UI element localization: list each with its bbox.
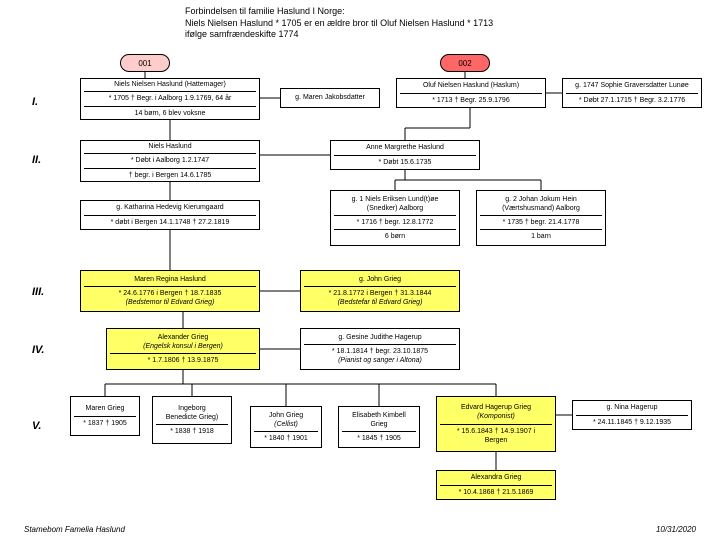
so-l2: * Døbt 27.1.1715 † Begr. 3.2.1776 — [566, 93, 698, 105]
box-katharina: g. Katharina Hedevig Kierumgaard * døbt … — [80, 200, 260, 230]
ol-l2: * 1713 † Begr. 25.9.1796 — [400, 93, 542, 105]
ol-l1: Oluf Nielsen Haslund (Haslum) — [400, 81, 542, 90]
ni-l2: * 24.11.1845 † 9.12.1935 — [576, 415, 688, 427]
title-line2: Niels Nielsen Haslund * 1705 er en ældre… — [185, 18, 493, 30]
an-l1: Anne Margrethe Haslund — [334, 143, 476, 152]
box-elisabeth: Elisabeth Kimbell Grieg * 1845 † 1905 — [338, 406, 420, 448]
he-l4: 1 barn — [480, 229, 602, 241]
gen-label-5: V. — [32, 420, 41, 432]
ek-l1: Elisabeth Kimbell — [342, 411, 416, 420]
ed-l2: (Komponist) — [440, 412, 552, 421]
ka-l2: * døbt i Bergen 14.1.1748 † 27.2.1819 — [84, 215, 256, 227]
ig-l1: Ingeborg — [156, 404, 228, 413]
jg-l1: g. John Grieg — [304, 275, 456, 284]
mg-l1: Maren Grieg — [74, 404, 136, 413]
he-l3: * 1735 † begr. 21.4.1778 — [480, 215, 602, 227]
n1-l2: * 1705 † Begr. i Aalborg 1.9.1769, 64 år — [84, 91, 256, 103]
ge-l3: (Pianist og sanger i Altona) — [304, 356, 456, 365]
n1-l3: 14 børn, 6 blev voksne — [84, 106, 256, 118]
ax-l2: (Engelsk konsul i Bergen) — [110, 342, 256, 351]
ka-l1: g. Katharina Hedevig Kierumgaard — [84, 203, 256, 212]
ed-l3: * 15.6.1843 † 14.9.1907 i — [440, 424, 552, 436]
box-maren-grieg: Maren Grieg * 1837 † 1905 — [70, 396, 140, 436]
box-niels-haslund-1747: Niels Haslund * Døbt i Aalborg 1.2.1747 … — [80, 140, 260, 182]
jc-l2: (Cellist) — [254, 420, 318, 429]
ed-l4: Bergen — [440, 436, 552, 445]
ig-l3: * 1838 † 1918 — [156, 424, 228, 436]
so-l1: g. 1747 Sophie Graversdatter Lunøe — [566, 81, 698, 90]
box-hein: g. 2 Johan Jokum Hein (Værtshusmand) Aal… — [476, 190, 606, 246]
box-niels-haslund-1705: Niels Nielsen Haslund (Hattemager) * 170… — [80, 78, 260, 120]
ni-l1: g. Nina Hagerup — [576, 403, 688, 412]
n1-l1: Niels Nielsen Haslund (Hattemager) — [84, 80, 256, 89]
box-ingeborg: Ingeborg Benedicte Grieg) * 1838 † 1918 — [152, 396, 232, 444]
box-oluf-haslund: Oluf Nielsen Haslund (Haslum) * 1713 † B… — [396, 78, 546, 108]
jg-l2: * 21.8.1772 i Bergen † 31.3.1844 — [304, 286, 456, 298]
box-anne-haslund: Anne Margrethe Haslund * Døbt 15.6.1735 — [330, 140, 480, 170]
badge-001: 001 — [120, 54, 170, 72]
jg-l3: (Bedstefar til Edvard Grieg) — [304, 298, 456, 307]
title-line3: ifølge samfrændeskifte 1774 — [185, 29, 493, 41]
jc-l3: * 1840 † 1901 — [254, 431, 318, 443]
box-alexandra: Alexandra Grieg * 10.4.1868 † 21.5.1869 — [436, 470, 556, 500]
he-l2: (Værtshusmand) Aalborg — [480, 204, 602, 213]
ek-l3: * 1845 † 1905 — [342, 431, 416, 443]
lu-l1: g. 1 Niels Eriksen Lund(t)øe — [334, 195, 456, 204]
ax-l3: * 1.7.1806 † 13.9.1875 — [110, 353, 256, 365]
al-l2: * 10.4.1868 † 21.5.1869 — [440, 485, 552, 497]
mr-l2: * 24.6.1776 i Bergen † 18.7.1835 — [84, 286, 256, 298]
box-lund: g. 1 Niels Eriksen Lund(t)øe (Snedker) A… — [330, 190, 460, 246]
box-alexander-grieg: Alexander Grieg (Engelsk konsul i Bergen… — [106, 328, 260, 370]
mg-l2: * 1837 † 1905 — [74, 416, 136, 428]
ax-l1: Alexander Grieg — [110, 333, 256, 342]
box-john-grieg: g. John Grieg * 21.8.1772 i Bergen † 31.… — [300, 270, 460, 312]
jc-l1: John Grieg — [254, 411, 318, 420]
mr-l3: (Bedstemor til Edvard Grieg) — [84, 298, 256, 307]
ig-l2: Benedicte Grieg) — [156, 413, 228, 422]
badge-002: 002 — [440, 54, 490, 72]
n2-l1: Niels Haslund — [84, 142, 256, 151]
box-gesine: g. Gesine Judithe Hagerup * 18.1.1814 † … — [300, 328, 460, 370]
box-maren-regina: Maren Regina Haslund * 24.6.1776 i Berge… — [80, 270, 260, 312]
title-line1: Forbindelsen til familie Haslund I Norge… — [185, 6, 493, 18]
gen-label-2: II. — [32, 154, 41, 166]
gen-label-4: IV. — [32, 344, 44, 356]
lu-l4: 6 børn — [334, 229, 456, 241]
box-maren-jakobs: g. Maren Jakobsdatter — [280, 88, 380, 108]
gen-label-3: III. — [32, 286, 44, 298]
an-l2: * Døbt 15.6.1735 — [334, 155, 476, 167]
footer-right: 10/31/2020 — [656, 525, 696, 534]
box-john-grieg-cello: John Grieg (Cellist) * 1840 † 1901 — [250, 406, 322, 448]
ed-l1: Edvard Hagerup Grieg — [440, 403, 552, 412]
lu-l3: * 1716 † begr. 12.8.1772 — [334, 215, 456, 227]
n2-l2: * Døbt i Aalborg 1.2.1747 — [84, 153, 256, 165]
n2-l3: † begr. i Bergen 14.6.1785 — [84, 168, 256, 180]
ge-l1: g. Gesine Judithe Hagerup — [304, 333, 456, 342]
ge-l2: * 18.1.1814 † begr. 23.10.1875 — [304, 344, 456, 356]
gen-label-1: I. — [32, 96, 38, 108]
mr-l1: Maren Regina Haslund — [84, 275, 256, 284]
mj-l1: g. Maren Jakobsdatter — [284, 93, 376, 102]
al-l1: Alexandra Grieg — [440, 473, 552, 482]
footer-left: Stamebom Famelia Haslund — [24, 525, 125, 534]
box-nina: g. Nina Hagerup * 24.11.1845 † 9.12.1935 — [572, 400, 692, 430]
lu-l2: (Snedker) Aalborg — [334, 204, 456, 213]
box-sophie: g. 1747 Sophie Graversdatter Lunøe * Døb… — [562, 78, 702, 108]
ek-l2: Grieg — [342, 420, 416, 429]
he-l1: g. 2 Johan Jokum Hein — [480, 195, 602, 204]
box-edvard-grieg: Edvard Hagerup Grieg (Komponist) * 15.6.… — [436, 396, 556, 452]
